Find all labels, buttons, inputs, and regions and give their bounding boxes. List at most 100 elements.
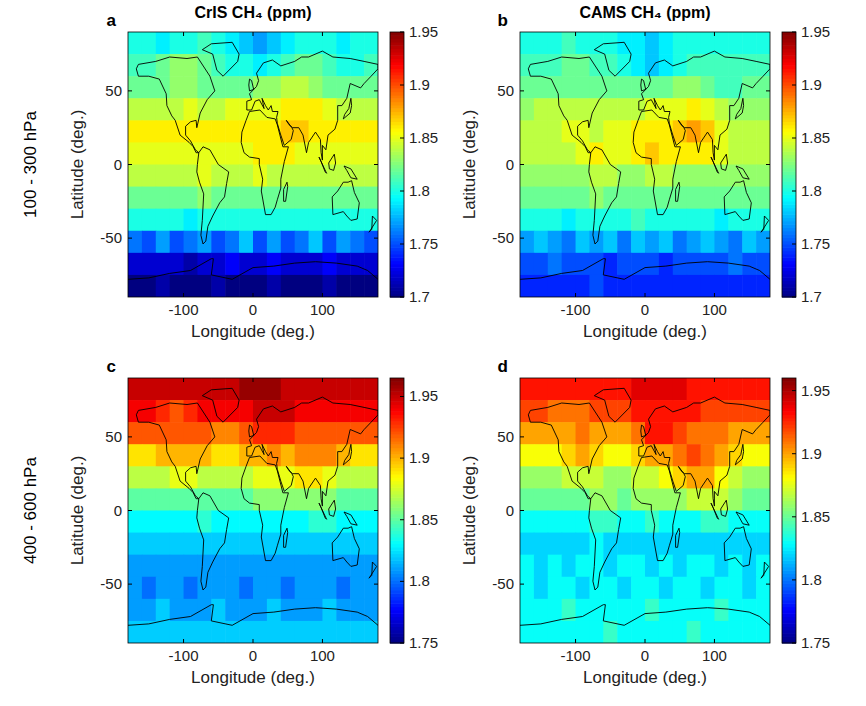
heat-cell: [659, 555, 673, 578]
heat-cell: [548, 511, 562, 534]
coastline: [136, 403, 215, 499]
heat-cell: [184, 165, 198, 188]
colorbar-segment: [390, 378, 404, 382]
heat-cell: [142, 187, 156, 210]
heat-cell: [170, 76, 184, 99]
heat-cell: [701, 54, 715, 77]
y-tick-label: 50: [497, 82, 514, 99]
heat-cell: [156, 466, 170, 489]
heat-cell: [576, 98, 590, 121]
heat-cell: [170, 120, 184, 143]
coastline: [711, 157, 719, 173]
heat-cell: [534, 422, 548, 445]
heat-cell: [267, 54, 281, 77]
x-tick-label: 100: [702, 301, 727, 318]
heat-cell: [589, 275, 603, 297]
heat-cell: [364, 444, 378, 467]
heat-cell: [742, 76, 756, 99]
heat-cell: [156, 599, 170, 622]
heat-cell: [673, 275, 687, 297]
heat-cell: [253, 142, 267, 165]
heat-cell: [184, 533, 198, 556]
colorbar-tick: [400, 85, 404, 86]
heat-cell: [756, 621, 770, 643]
heat-cell: [225, 422, 239, 445]
heat-cell: [364, 32, 378, 55]
heat-cell: [603, 488, 617, 511]
heat-cell: [350, 98, 364, 121]
heat-cell: [756, 599, 770, 622]
heat-cell: [142, 165, 156, 188]
heat-cell: [728, 488, 742, 511]
coastline: [735, 444, 743, 465]
heat-cell: [253, 466, 267, 489]
heat-cell: [156, 165, 170, 188]
x-tick: [322, 32, 323, 36]
y-axis-title: Latitude (deg.): [460, 456, 479, 566]
heat-cell: [742, 621, 756, 643]
heat-cell: [364, 98, 378, 121]
heat-cell: [128, 98, 142, 121]
heat-cell: [225, 187, 239, 210]
heat-cell: [197, 187, 211, 210]
heat-cell: [211, 231, 225, 254]
heat-cell: [714, 466, 728, 489]
heat-cell: [211, 577, 225, 600]
x-tick-label: 100: [310, 301, 335, 318]
heat-cell: [142, 98, 156, 121]
heat-cell: [687, 98, 701, 121]
coastline: [319, 503, 327, 519]
heat-cell: [225, 466, 239, 489]
heat-cell: [659, 231, 673, 254]
heat-cell: [673, 231, 687, 254]
heat-cell: [170, 165, 184, 188]
heat-cell: [239, 142, 253, 165]
column-title: CAMS CH₄ (ppm): [579, 4, 710, 21]
heat-cell: [589, 76, 603, 99]
heat-cell: [295, 400, 309, 423]
heat-cell: [364, 209, 378, 232]
heat-cell: [645, 142, 659, 165]
x-tick: [183, 639, 184, 643]
heat-cell: [295, 187, 309, 210]
heat-cell: [659, 187, 673, 210]
heat-cell: [142, 533, 156, 556]
heat-cell: [156, 621, 170, 643]
heat-cell: [309, 422, 323, 445]
heat-cell: [128, 488, 142, 511]
heat-cell: [295, 231, 309, 254]
heat-cell: [673, 621, 687, 643]
heat-cell: [645, 120, 659, 143]
colorbar-tick: [400, 396, 404, 397]
colorbar-tick: [400, 581, 404, 582]
heat-cell: [156, 209, 170, 232]
heat-cell: [520, 142, 534, 165]
heat-cell: [211, 621, 225, 643]
heat-cell: [142, 32, 156, 55]
heat-cell: [534, 444, 548, 467]
x-axis-title: Longitude (deg.): [191, 322, 315, 341]
coastline: [344, 166, 357, 179]
heat-cell: [197, 555, 211, 578]
heat-cell: [631, 488, 645, 511]
heat-cell: [225, 209, 239, 232]
colorbar-frame: [782, 378, 796, 643]
heat-cell: [659, 533, 673, 556]
heat-cell: [197, 209, 211, 232]
heat-cell: [548, 378, 562, 401]
heat-cell: [548, 466, 562, 489]
heat-cell: [659, 400, 673, 423]
colorbar-tick-label: 1.8: [409, 572, 430, 589]
heat-cell: [534, 378, 548, 401]
heat-cell: [673, 444, 687, 467]
heat-cell: [239, 187, 253, 210]
heat-cell: [576, 599, 590, 622]
heat-cell: [617, 400, 631, 423]
heat-cell: [197, 54, 211, 77]
heat-cell: [184, 378, 198, 401]
heat-cell: [603, 599, 617, 622]
heat-cell: [645, 32, 659, 55]
coastline: [589, 147, 621, 244]
heat-cell: [714, 378, 728, 401]
heat-cell: [534, 187, 548, 210]
